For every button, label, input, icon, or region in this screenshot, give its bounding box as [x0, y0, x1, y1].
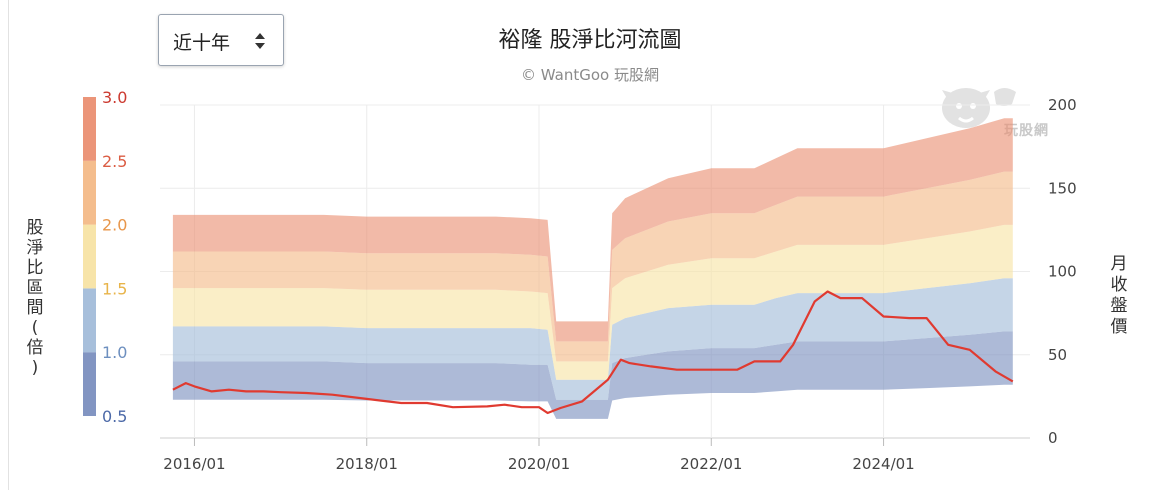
- legend-segment-1.0: [83, 288, 96, 353]
- y-right-tick-label: 0: [1048, 429, 1058, 447]
- legend-segment-0.5: [83, 352, 96, 416]
- y-right-tick-label: 100: [1048, 263, 1077, 281]
- y-left-tick-label: 2.0: [102, 216, 127, 235]
- x-tick-label: 2024/01: [852, 455, 914, 473]
- legend-segment-2.0: [83, 160, 96, 225]
- river-band-2.5: [172, 118, 1013, 342]
- chart-title: 裕隆 股淨比河流圖: [498, 28, 682, 53]
- sort-arrows-icon: [255, 33, 265, 49]
- y-left-tick-label: 1.0: [102, 343, 127, 362]
- river-band-1.0: [172, 278, 1013, 400]
- range-select[interactable]: 近十年: [158, 14, 284, 66]
- legend-segment-2.5: [83, 97, 96, 161]
- x-tick-label: 2018/01: [336, 455, 398, 473]
- river-band-1.5: [172, 224, 1013, 380]
- y-left-tick-label: 1.5: [102, 279, 127, 298]
- river-band-0.5: [172, 331, 1013, 419]
- y-right-axis-title: 月收盤價: [1110, 254, 1128, 337]
- chart-credit: © WantGoo 玩股網: [521, 66, 659, 84]
- y-right-tick-label: 50: [1048, 346, 1067, 364]
- watermark-text: 玩股網: [1004, 123, 1049, 139]
- y-left-tick-label: 3.0: [102, 88, 127, 107]
- y-left-tick-label: 2.5: [102, 152, 127, 171]
- y-left-axis-title: 股淨比區間(倍): [26, 218, 44, 378]
- range-select-label: 近十年: [173, 32, 231, 54]
- legend-segment-1.5: [83, 224, 96, 289]
- y-right-tick-label: 150: [1048, 179, 1077, 197]
- y-left-tick-label: 0.5: [102, 407, 127, 426]
- price-line: [172, 290, 1014, 415]
- x-tick-label: 2022/01: [680, 455, 742, 473]
- x-tick-label: 2020/01: [508, 455, 570, 473]
- river-band-2.0: [172, 171, 1013, 362]
- wantgoo-logo-icon: [942, 88, 1016, 128]
- left-edge-divider: [0, 0, 9, 490]
- x-tick-label: 2016/01: [163, 455, 225, 473]
- y-right-tick-label: 200: [1048, 96, 1077, 114]
